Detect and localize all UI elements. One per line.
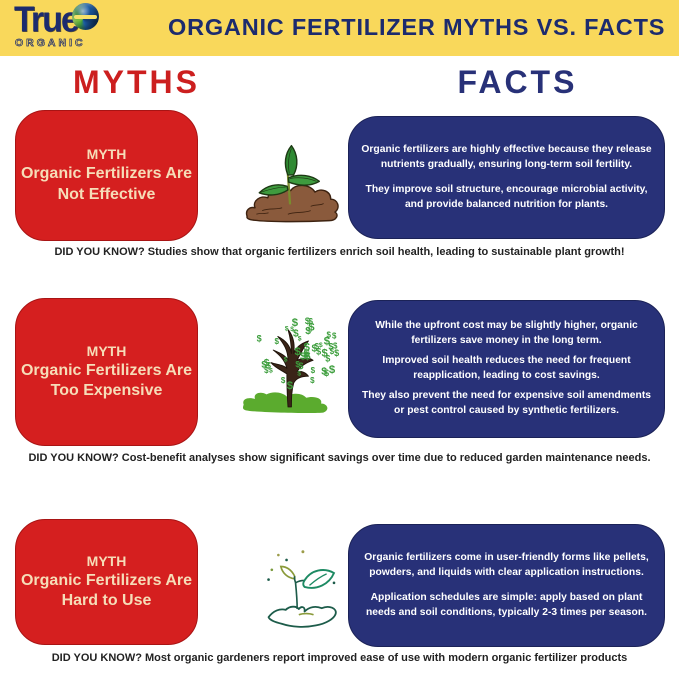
svg-text:$: $ xyxy=(295,346,302,358)
svg-text:$: $ xyxy=(295,360,300,369)
svg-text:$: $ xyxy=(305,326,311,337)
svg-text:$: $ xyxy=(332,331,337,340)
svg-text:$: $ xyxy=(324,368,329,378)
svg-text:$: $ xyxy=(257,333,262,343)
svg-text:$: $ xyxy=(284,357,288,364)
svg-text:$: $ xyxy=(316,346,321,356)
svg-text:$: $ xyxy=(274,337,279,346)
svg-text:$: $ xyxy=(281,376,286,385)
svg-text:$: $ xyxy=(292,317,299,329)
svg-text:$: $ xyxy=(297,370,301,377)
svg-text:$: $ xyxy=(325,354,330,364)
svg-text:$: $ xyxy=(324,335,331,347)
svg-text:$: $ xyxy=(304,351,308,358)
svg-text:$: $ xyxy=(287,380,294,392)
svg-text:$: $ xyxy=(285,325,289,332)
svg-text:$: $ xyxy=(310,376,315,385)
svg-text:$: $ xyxy=(311,366,316,375)
svg-text:$: $ xyxy=(333,342,338,351)
svg-text:$: $ xyxy=(298,336,302,343)
svg-text:$: $ xyxy=(269,367,273,374)
svg-text:$: $ xyxy=(329,364,336,376)
